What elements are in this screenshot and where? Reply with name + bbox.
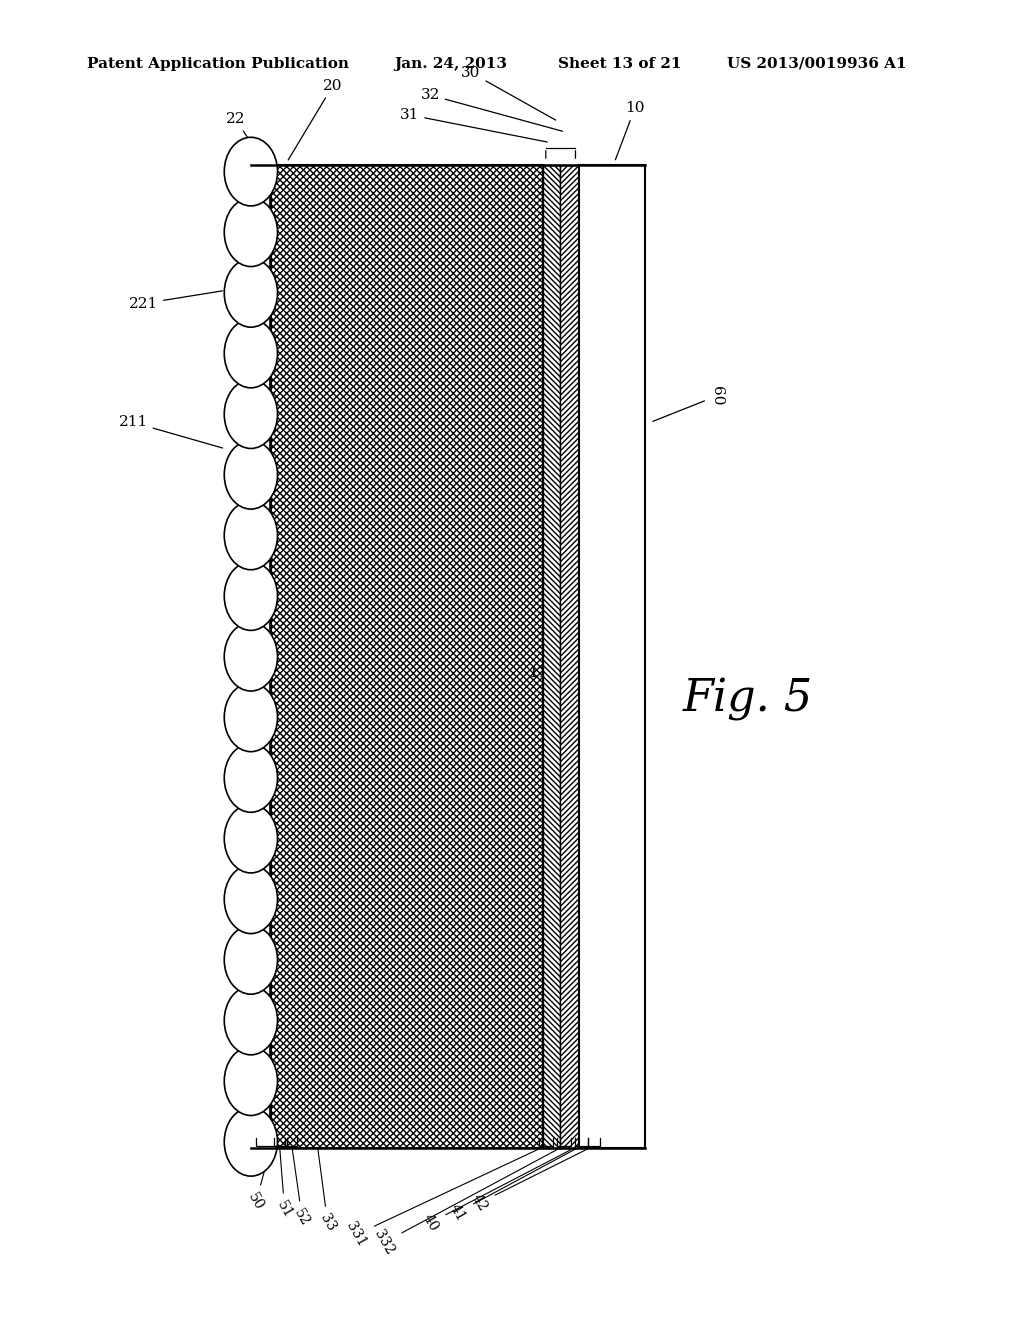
Text: 111: 111 xyxy=(528,667,608,680)
Text: 22: 22 xyxy=(225,112,268,169)
Circle shape xyxy=(224,502,278,570)
Circle shape xyxy=(224,623,278,692)
Circle shape xyxy=(224,743,278,812)
Circle shape xyxy=(224,804,278,873)
Circle shape xyxy=(224,865,278,933)
Text: Patent Application Publication: Patent Application Publication xyxy=(87,57,349,71)
Text: Sheet 13 of 21: Sheet 13 of 21 xyxy=(558,57,682,71)
Text: 20: 20 xyxy=(288,79,343,160)
Text: 50: 50 xyxy=(246,1148,270,1213)
Text: 32: 32 xyxy=(421,88,562,131)
Circle shape xyxy=(224,562,278,631)
Text: 221: 221 xyxy=(129,290,222,310)
Bar xyxy=(579,165,645,1148)
Text: 40: 40 xyxy=(420,1147,577,1234)
Text: 211: 211 xyxy=(119,416,222,447)
Circle shape xyxy=(224,925,278,994)
Text: 331: 331 xyxy=(344,1147,544,1250)
Circle shape xyxy=(224,986,278,1055)
Bar xyxy=(560,165,579,1148)
Text: 60: 60 xyxy=(653,387,724,421)
Text: Jan. 24, 2013: Jan. 24, 2013 xyxy=(394,57,507,71)
Circle shape xyxy=(224,441,278,510)
Text: 42: 42 xyxy=(469,1147,592,1214)
Text: Fig. 5: Fig. 5 xyxy=(682,678,813,721)
Bar xyxy=(271,165,543,1148)
Text: US 2013/0019936 A1: US 2013/0019936 A1 xyxy=(727,57,906,71)
Circle shape xyxy=(224,259,278,327)
Circle shape xyxy=(224,319,278,388)
Text: 30: 30 xyxy=(462,66,556,120)
Circle shape xyxy=(224,137,278,206)
Text: 31: 31 xyxy=(400,108,547,143)
Text: 41: 41 xyxy=(447,1147,580,1224)
Circle shape xyxy=(224,1047,278,1115)
Text: 51: 51 xyxy=(274,1148,295,1221)
Text: 332: 332 xyxy=(372,1147,562,1258)
Circle shape xyxy=(224,1107,278,1176)
Circle shape xyxy=(224,682,278,751)
Circle shape xyxy=(224,198,278,267)
Text: 52: 52 xyxy=(292,1148,312,1229)
Bar xyxy=(543,165,560,1148)
Circle shape xyxy=(224,380,278,449)
Text: 10: 10 xyxy=(615,102,645,160)
Text: 33: 33 xyxy=(317,1148,338,1234)
